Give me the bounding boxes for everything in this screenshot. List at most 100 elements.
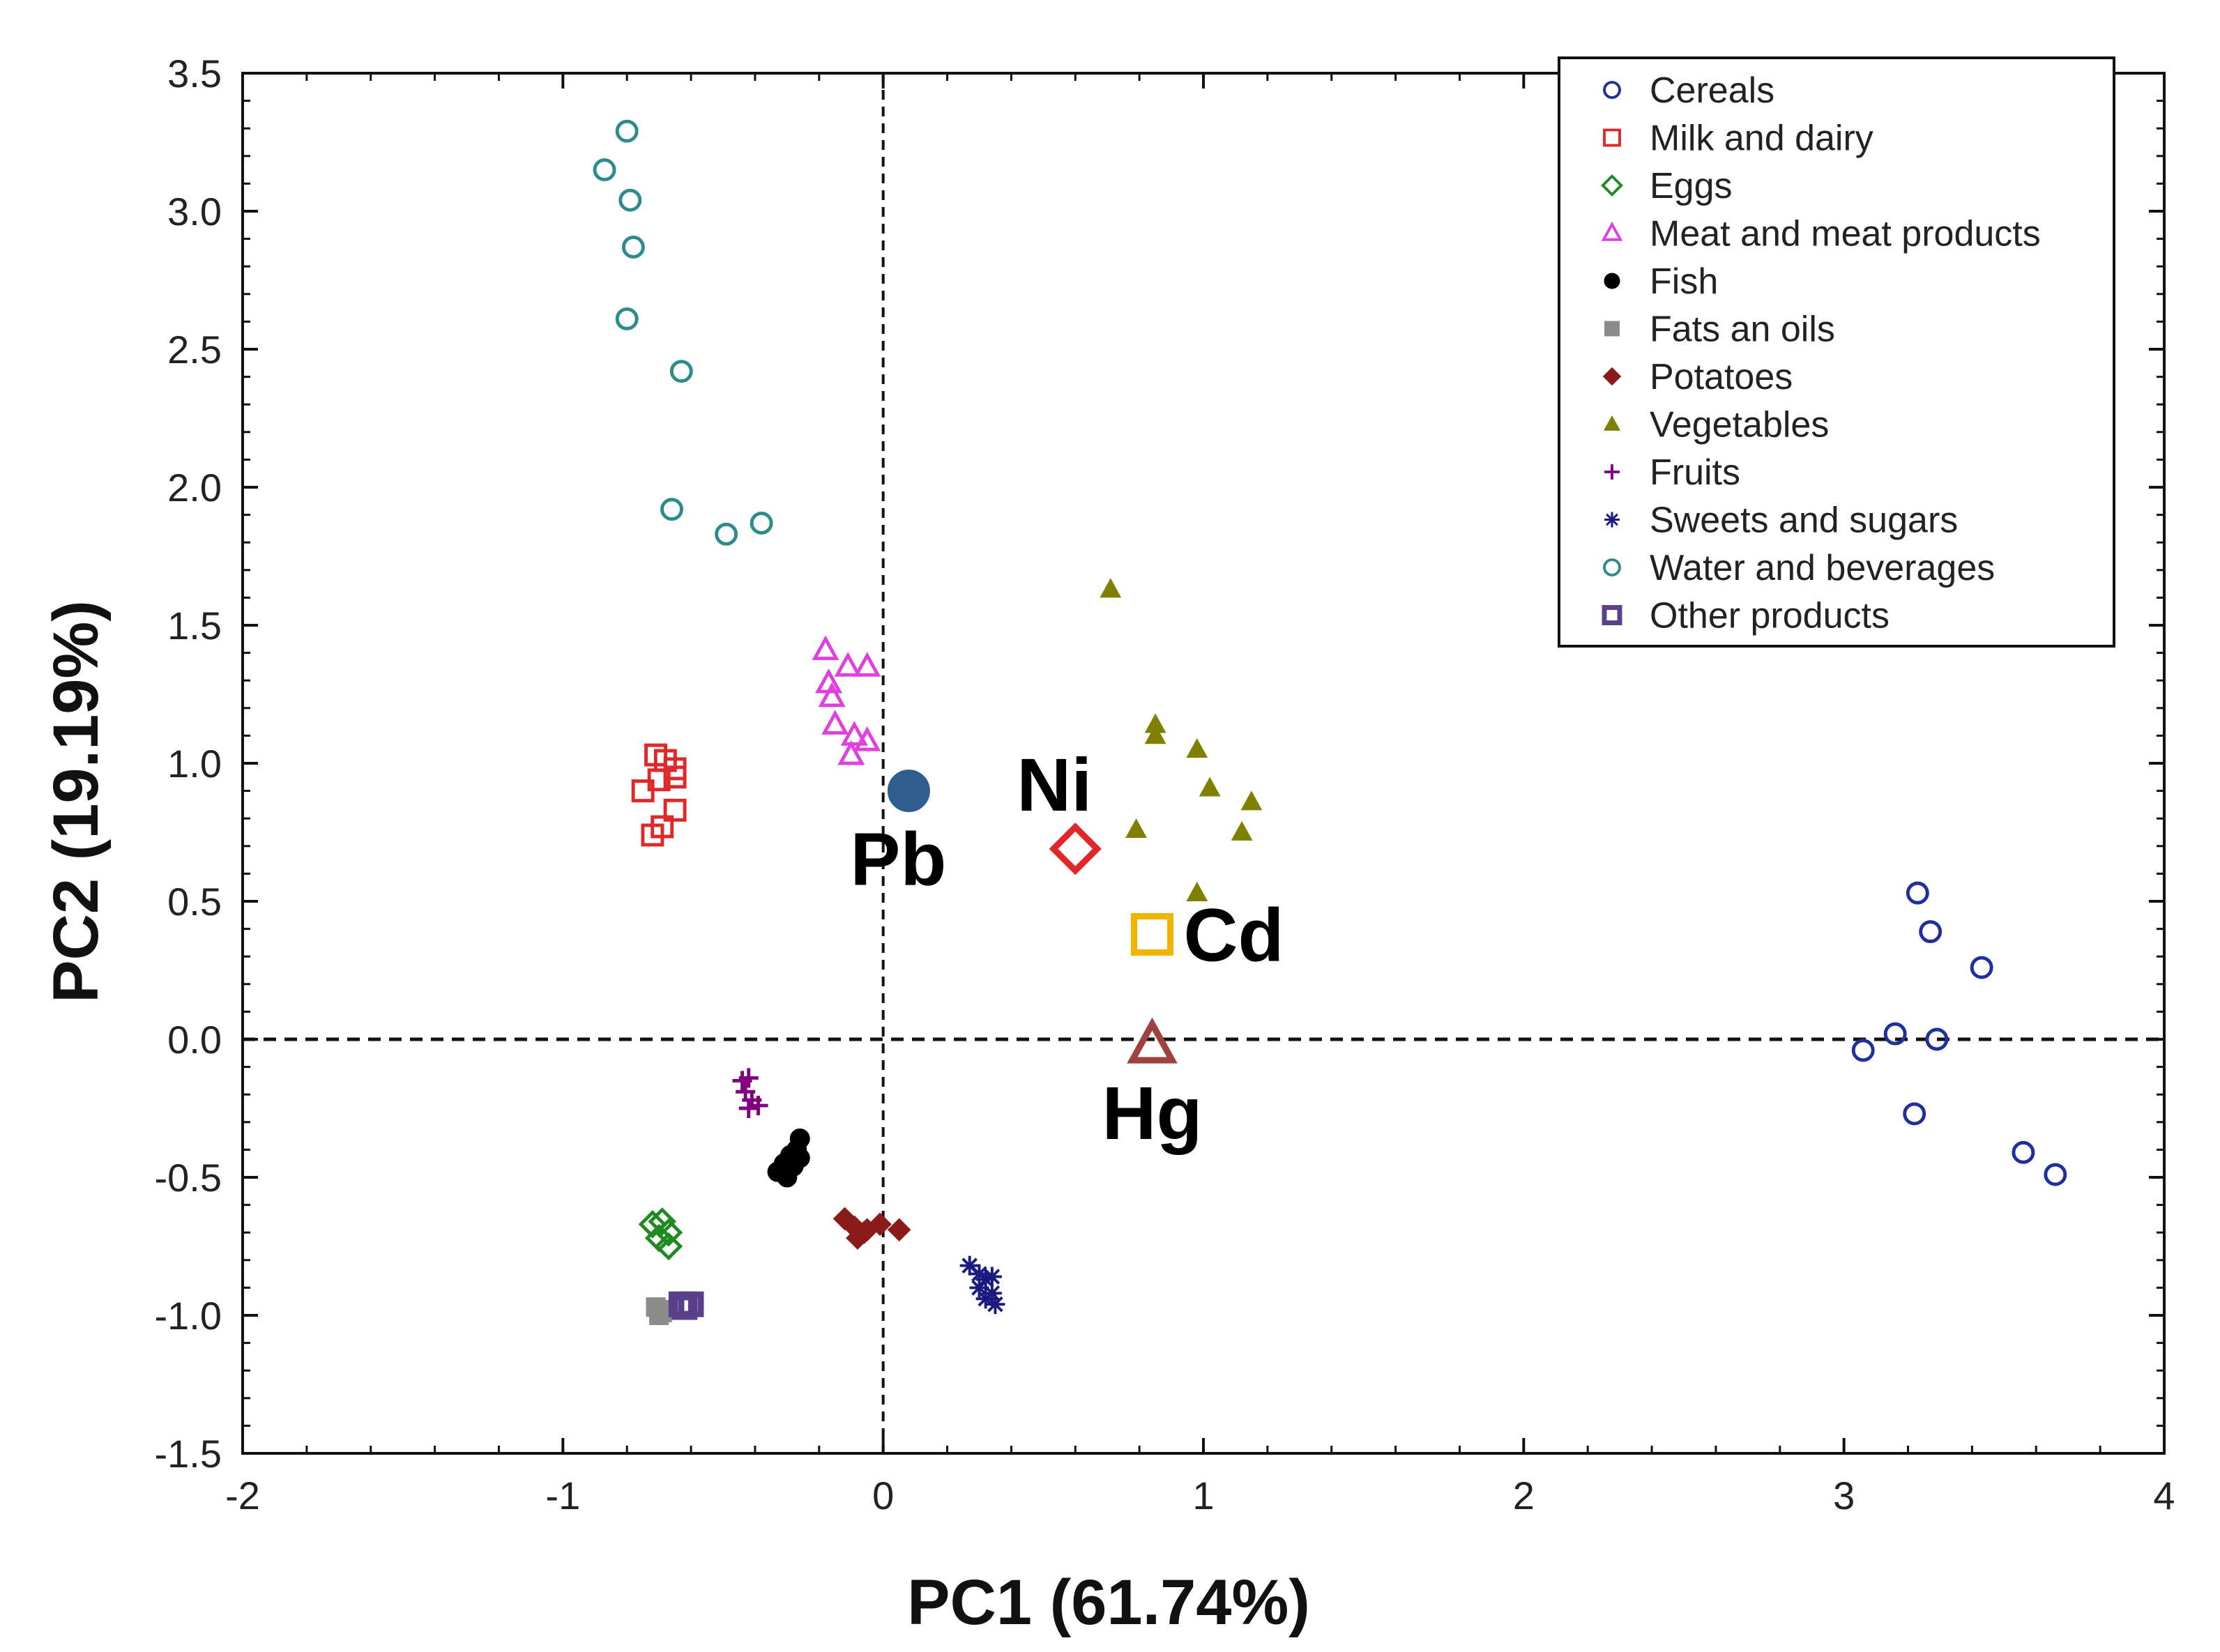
legend-entry: Sweets and sugars: [1604, 500, 1958, 541]
loading-label-pb: Pb: [850, 817, 946, 901]
data-point: [837, 740, 865, 765]
legend-label: Potatoes: [1650, 357, 1793, 397]
data-point: [777, 1167, 798, 1188]
data-point: [615, 119, 639, 143]
legend-label: Vegetables: [1650, 405, 1829, 445]
data-point: [593, 158, 616, 182]
data-point: [748, 1096, 768, 1116]
legend-swatch: [1603, 128, 1621, 147]
legend-entry: Vegetables: [1603, 405, 1829, 445]
legend-swatch: [1604, 321, 1620, 337]
data-point: [1925, 1027, 1949, 1051]
series-eggs: [638, 1207, 683, 1261]
data-point: [1100, 578, 1122, 598]
data-points: [593, 119, 2067, 1325]
legend-label: Other products: [1650, 596, 1890, 636]
data-point: [663, 798, 687, 822]
series-meat-and-meat-products: [812, 635, 881, 765]
data-point: [738, 1068, 759, 1088]
data-point: [615, 307, 639, 330]
legend-swatch: [1601, 221, 1623, 241]
data-point: [1144, 724, 1166, 744]
legend-entry: Eggs: [1601, 166, 1733, 206]
series-other-products: [668, 1291, 704, 1320]
legend-entry: Meat and meat products: [1601, 214, 2041, 254]
y-tick-label: 1.5: [167, 604, 222, 648]
legend-swatch: [1602, 367, 1622, 386]
legend-swatch: [1601, 174, 1623, 197]
data-point: [654, 1232, 683, 1261]
legend-swatch: [1603, 81, 1621, 99]
legend-swatch: [1603, 415, 1621, 431]
legend: Cereals Milk and dairy Eggs Meat and meat p…: [1558, 56, 2115, 648]
data-point: [812, 635, 839, 660]
data-point: [1186, 882, 1208, 902]
legend-label: Fruits: [1650, 452, 1740, 493]
data-point: [1851, 1039, 1875, 1062]
data-point: [1903, 1102, 1926, 1126]
legend-entry: Cereals: [1603, 70, 1774, 111]
y-tick-label: 2.0: [167, 466, 222, 510]
loading-marker-cd: [1130, 912, 1174, 956]
data-point: [648, 1207, 676, 1236]
series-potatoes: [833, 1207, 911, 1250]
data-point: [738, 1099, 759, 1118]
data-point: [821, 710, 849, 735]
legend-label: Fish: [1650, 261, 1718, 302]
y-tick-label: -0.5: [155, 1156, 222, 1200]
legend-label: Sweets and sugars: [1650, 500, 1958, 541]
data-point: [1186, 738, 1208, 758]
reference-lines: [243, 73, 2164, 1453]
data-point: [840, 721, 868, 746]
legend-swatch: [1604, 273, 1620, 289]
series-sweets-and-sugars: [959, 1255, 1005, 1315]
legend-entry: Fruits: [1604, 452, 1740, 493]
legend-swatch: [1604, 512, 1620, 528]
axes: -2 -1 0 1 2 3 4 -1.5 -1.0 -0.5 0.0 0.5 1.0 1.5 2.0 2.5 3…: [155, 52, 2175, 1517]
data-point: [660, 498, 683, 521]
legend-label: Fats an oils: [1650, 309, 1835, 350]
data-point: [852, 1221, 876, 1244]
series-water-and-beverages: [593, 119, 773, 546]
series-fish: [767, 1129, 810, 1188]
x-tick-label: -2: [225, 1474, 260, 1517]
data-point: [715, 522, 738, 546]
data-point: [1919, 920, 1943, 944]
legend-entry: Fish: [1604, 261, 1718, 302]
loading-label-cd: Cd: [1184, 893, 1284, 977]
loading-label-hg: Hg: [1102, 1071, 1203, 1155]
x-tick-label: 4: [2153, 1474, 2175, 1517]
legend-label: Eggs: [1650, 166, 1733, 206]
data-point: [1970, 956, 1993, 979]
legend-swatch: [1604, 464, 1620, 480]
data-point: [641, 823, 664, 847]
series-cereals: [1851, 881, 2067, 1186]
data-point: [1906, 881, 1929, 905]
data-point: [1199, 777, 1221, 797]
y-tick-label: 2.5: [167, 328, 222, 372]
loading-marker-ni: [1049, 823, 1102, 875]
legend-entry: Other products: [1602, 596, 1890, 636]
legend-label: Water and beverages: [1650, 548, 1995, 588]
y-tick-label: -1.0: [155, 1294, 222, 1338]
x-tick-label: -1: [545, 1474, 580, 1517]
data-point: [982, 1267, 1002, 1287]
loading-markers: Pb Ni Cd Hg: [850, 742, 1284, 1155]
legend-entry: Fats an oils: [1604, 309, 1835, 350]
data-point: [621, 236, 645, 259]
data-point: [618, 188, 642, 212]
legend-label: Cereals: [1650, 70, 1774, 111]
y-tick-label: 3.0: [167, 190, 222, 234]
data-point: [853, 726, 881, 751]
data-point: [818, 682, 846, 708]
data-point: [2012, 1140, 2035, 1164]
loading-marker-pb: [887, 770, 930, 813]
data-point: [750, 512, 773, 535]
y-axis-title: PC2 (19.19%): [40, 600, 112, 1003]
legend-box: [1558, 56, 2115, 648]
y-tick-label: 1.0: [167, 742, 222, 786]
data-point: [2044, 1163, 2067, 1186]
data-point: [985, 1294, 1005, 1315]
data-point: [671, 1294, 698, 1320]
data-point: [669, 360, 693, 383]
